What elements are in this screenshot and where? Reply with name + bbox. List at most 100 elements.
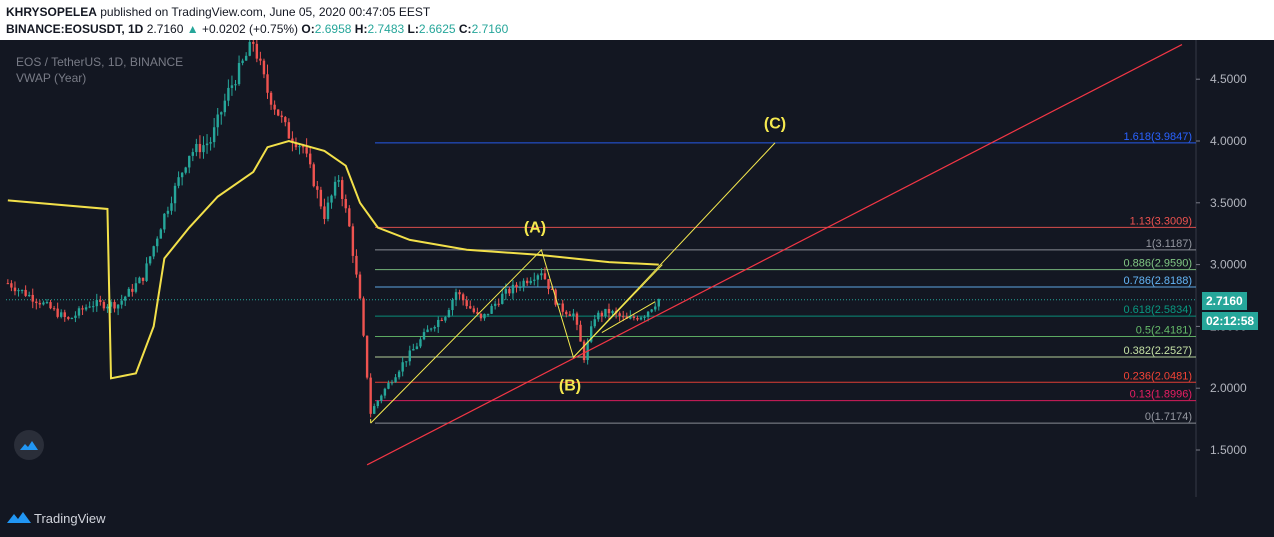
- candle-body: [369, 377, 372, 414]
- candle-body: [148, 256, 152, 264]
- candle-body: [6, 283, 10, 285]
- candle-body: [493, 303, 497, 306]
- author-name[interactable]: KHRYSOPELEA: [6, 5, 97, 19]
- candle-body: [116, 304, 120, 309]
- wave-label: (B): [559, 378, 581, 395]
- candle-body: [113, 302, 116, 309]
- candle-body: [244, 55, 248, 61]
- candle-body: [45, 302, 49, 304]
- low-value: 2.6625: [418, 22, 456, 36]
- candle-body: [362, 298, 365, 336]
- candle-body: [81, 308, 84, 310]
- support-trendline: [366, 44, 1183, 466]
- candle-body: [415, 346, 419, 350]
- candle-body: [163, 213, 166, 230]
- y-tick-label: 4.0000: [1210, 134, 1247, 148]
- candle-body: [348, 208, 351, 227]
- candle-body: [629, 316, 632, 319]
- candle-body: [508, 288, 511, 294]
- candle-body: [604, 308, 607, 317]
- footer: TradingView: [0, 497, 1274, 537]
- candle-body: [198, 143, 202, 153]
- candle-body: [419, 339, 422, 347]
- last-price: 2.7160: [146, 22, 184, 36]
- candle-body: [405, 361, 408, 363]
- candle-body: [380, 395, 383, 401]
- candle-body: [205, 143, 209, 146]
- candle-body: [266, 74, 269, 93]
- candle-body: [650, 309, 653, 312]
- symbol-name: BINANCE:EOSUSDT, 1D: [6, 22, 144, 36]
- candle-body: [301, 146, 305, 148]
- candle-body: [582, 341, 586, 361]
- fib-level-label: 0.786(2.8188): [1124, 275, 1193, 287]
- candle-body: [469, 306, 472, 309]
- candle-body: [607, 308, 611, 314]
- candle-body: [77, 308, 81, 316]
- candle-body: [454, 292, 458, 300]
- tradingview-badge-icon: [14, 430, 44, 460]
- wave-label: (A): [524, 219, 546, 236]
- candle-body: [195, 143, 198, 153]
- candle-body: [212, 127, 216, 143]
- tradingview-logo-icon: [7, 512, 31, 523]
- candle-body: [127, 288, 130, 297]
- candle-body: [131, 288, 134, 292]
- candle-body: [447, 310, 451, 318]
- candle-body: [401, 362, 404, 372]
- candle-body: [486, 313, 490, 315]
- candle-body: [294, 142, 298, 148]
- candle-body: [20, 289, 24, 291]
- candle-body: [209, 142, 212, 144]
- candle-body: [173, 185, 177, 204]
- candle-body: [316, 186, 319, 190]
- footer-brand[interactable]: TradingView: [34, 511, 106, 526]
- candle-body: [312, 164, 315, 187]
- chart-area[interactable]: 1.50002.00002.50003.00003.50004.00004.50…: [0, 40, 1274, 497]
- high-label: H:: [354, 22, 368, 36]
- candle-body: [234, 84, 237, 86]
- candle-body: [24, 289, 27, 296]
- high-value: 2.7483: [367, 22, 405, 36]
- candle-body: [373, 406, 376, 414]
- candle-body: [220, 112, 223, 115]
- candle-body: [501, 293, 504, 304]
- candle-body: [241, 60, 244, 63]
- candle-body: [483, 313, 486, 319]
- candle-body: [575, 313, 579, 325]
- candle-body: [568, 314, 572, 317]
- candle-body: [124, 296, 127, 301]
- candle-body: [597, 312, 600, 320]
- candle-body: [102, 301, 106, 309]
- candle-body: [522, 280, 525, 288]
- candle-body: [60, 312, 63, 317]
- candle-body: [31, 294, 34, 302]
- price-chart[interactable]: 1.50002.00002.50003.00003.50004.00004.50…: [0, 40, 1274, 497]
- candle-body: [120, 300, 123, 305]
- candle-body: [461, 294, 465, 301]
- candle-body: [540, 273, 543, 276]
- candle-body: [308, 153, 312, 165]
- chart-header: KHRYSOPELEA published on TradingView.com…: [0, 0, 1274, 40]
- fib-level-label: 0.382(2.2527): [1124, 345, 1193, 357]
- candle-body: [74, 315, 77, 318]
- candle-body: [284, 117, 287, 123]
- candle-body: [252, 41, 255, 44]
- candle-body: [646, 311, 650, 317]
- candle-body: [437, 319, 440, 327]
- candle-body: [440, 319, 444, 321]
- candle-body: [230, 85, 234, 88]
- candle-body: [27, 294, 31, 296]
- candle-body: [326, 202, 330, 219]
- close-value: 2.7160: [471, 22, 509, 36]
- candle-body: [490, 305, 493, 314]
- candle-body: [383, 388, 387, 396]
- candle-body: [561, 303, 564, 312]
- legend-indicator[interactable]: VWAP (Year): [16, 71, 87, 85]
- close-label: C:: [458, 22, 472, 36]
- publish-info: published on TradingView.com, June 05, 2…: [100, 5, 431, 19]
- candle-body: [465, 300, 468, 307]
- candle-body: [408, 350, 411, 362]
- candle-body: [365, 335, 369, 378]
- legend-symbol[interactable]: EOS / TetherUS, 1D, BINANCE: [16, 55, 184, 69]
